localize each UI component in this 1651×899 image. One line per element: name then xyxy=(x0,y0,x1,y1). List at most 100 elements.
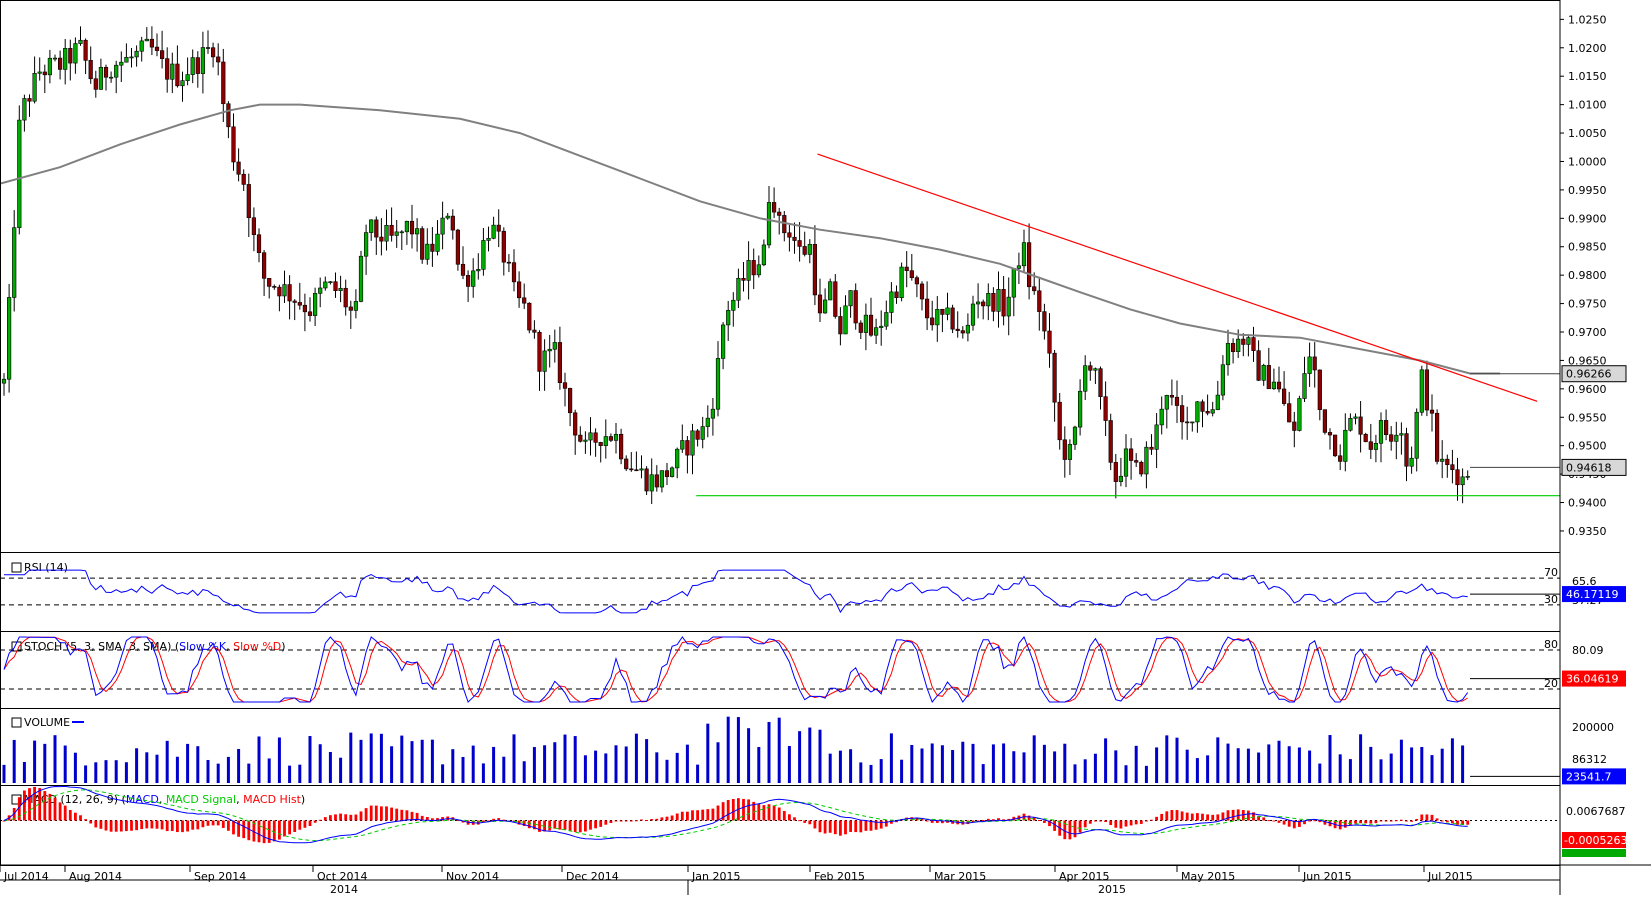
macd-hist-bar xyxy=(1451,820,1454,824)
macd-hist-bar xyxy=(390,807,393,821)
candle-body xyxy=(88,60,93,80)
rsi-axis-label-high: 65.6 xyxy=(1572,575,1597,588)
volume-bar xyxy=(1267,744,1271,783)
candle-body xyxy=(761,244,766,266)
macd-hist-bar xyxy=(976,820,980,822)
macd-hist-bar xyxy=(777,807,781,821)
candle-body xyxy=(618,433,624,460)
volume-bar xyxy=(849,749,853,783)
macd-hist-bar xyxy=(1241,810,1245,821)
macd-close-icon[interactable] xyxy=(11,794,22,805)
candle-body xyxy=(134,50,139,58)
macd-hist-bar xyxy=(186,820,189,832)
macd-hist-bar xyxy=(1170,810,1174,821)
macd-hist-bar xyxy=(1094,820,1097,822)
macd-hist-bar xyxy=(272,820,276,842)
volume-bar xyxy=(1236,748,1240,783)
candle-body xyxy=(216,56,221,63)
candle-body xyxy=(267,278,272,287)
volume-bar xyxy=(1144,765,1148,783)
candle-body xyxy=(1190,421,1195,424)
candle-body xyxy=(1414,411,1419,459)
candle-body xyxy=(154,46,160,51)
macd-hist-bar xyxy=(1461,820,1464,825)
macd-hist-bar xyxy=(28,788,31,821)
candle-body xyxy=(1440,458,1445,462)
candle-body xyxy=(639,468,644,471)
candle-body xyxy=(644,468,649,492)
candle-body xyxy=(363,232,369,257)
candle-body xyxy=(567,388,573,414)
volume-bar xyxy=(757,747,761,783)
rsi-close-icon[interactable] xyxy=(11,562,22,573)
candle-body xyxy=(1006,296,1011,317)
volume-bar xyxy=(736,717,740,783)
macd-hist-bar xyxy=(1190,813,1194,821)
candle-body xyxy=(899,266,904,299)
candle-body xyxy=(63,48,68,70)
candle-body xyxy=(98,66,103,90)
candle-body xyxy=(241,173,246,185)
volume-bar xyxy=(991,744,995,783)
candle-body xyxy=(420,228,425,260)
volume-bar xyxy=(787,746,791,783)
volume-bar xyxy=(155,754,159,783)
macd-hist-bar xyxy=(925,820,929,822)
volume-bar xyxy=(1338,754,1342,783)
volume-bar xyxy=(481,763,485,783)
candle-body xyxy=(1042,311,1047,332)
volume-bar xyxy=(1257,752,1261,783)
macd-hist-bar xyxy=(364,808,368,821)
macd-hist-bar xyxy=(1415,818,1419,821)
candle-body xyxy=(440,217,445,235)
candle-body xyxy=(1317,369,1322,410)
macd-hist-bar xyxy=(1420,814,1424,821)
volume-close-icon[interactable] xyxy=(11,717,22,728)
volume-bar xyxy=(1216,737,1220,783)
candle-body xyxy=(613,433,619,441)
volume-bar xyxy=(277,737,281,783)
candle-body xyxy=(1098,368,1103,397)
macd-hist-bar xyxy=(803,820,807,823)
candle-body xyxy=(828,281,833,301)
macd-hist-bar xyxy=(1129,820,1133,826)
candle-body xyxy=(695,430,700,440)
macd-hist-bar xyxy=(114,820,118,832)
macd-hist-bar xyxy=(237,820,240,837)
candle-body xyxy=(654,474,659,488)
macd-hist-bar xyxy=(1369,820,1373,824)
month-label: Feb 2015 xyxy=(814,870,865,883)
macd-hist-bar xyxy=(68,809,72,821)
rsi-level-30-label: 30 xyxy=(1544,593,1558,606)
candle-body xyxy=(771,202,777,213)
candle-body xyxy=(822,299,828,314)
candle-body xyxy=(940,309,945,315)
volume-bar xyxy=(1226,743,1230,783)
macd-hist-bar xyxy=(920,818,924,821)
candle-body xyxy=(139,40,144,52)
macd-hist-bar xyxy=(1155,816,1158,821)
candle-body xyxy=(792,236,797,241)
macd-hist-bar xyxy=(23,790,26,821)
macd-hist-bar xyxy=(436,818,439,821)
candle-body xyxy=(629,468,634,471)
price-tick-label: 1.0150 xyxy=(1568,70,1607,83)
macd-hist-bar xyxy=(1073,820,1077,838)
month-label: Jun 2015 xyxy=(1302,870,1352,883)
macd-hist-bar xyxy=(2,820,6,822)
macd-hist-bar xyxy=(635,820,638,822)
macd-hist-bar xyxy=(747,799,750,821)
macd-hist-bar xyxy=(160,820,164,830)
candle-body xyxy=(516,281,522,299)
volume-bar xyxy=(512,734,516,783)
price-overlays: 0.96266 0.94618 xyxy=(0,103,1627,497)
candle-body xyxy=(1338,455,1343,462)
volume-bar xyxy=(63,745,67,783)
candle-body xyxy=(1016,265,1021,269)
rsi-line xyxy=(4,569,1468,614)
macd-hist-bar xyxy=(17,797,21,821)
macd-hist-bar xyxy=(1068,820,1072,840)
volume-bar xyxy=(1093,753,1097,783)
macd-hist-bar xyxy=(359,811,363,821)
volume-bar xyxy=(196,746,200,783)
